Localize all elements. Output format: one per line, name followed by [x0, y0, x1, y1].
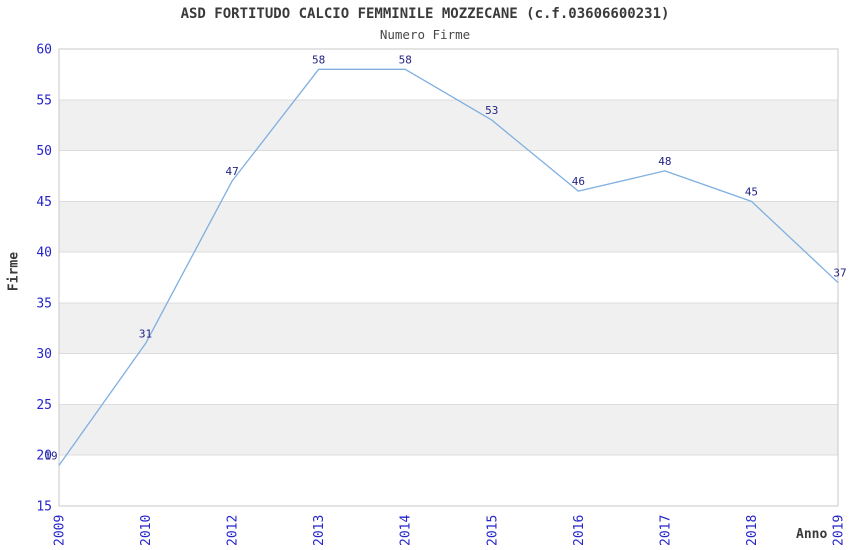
- data-label: 19: [44, 449, 57, 462]
- x-tick-label: 2017: [658, 515, 673, 546]
- data-label: 31: [139, 328, 152, 341]
- data-label: 37: [833, 267, 846, 280]
- chart-line: [58, 68, 839, 466]
- data-label: 58: [399, 53, 412, 66]
- y-axis-title: Firme: [6, 251, 22, 292]
- x-tick-label: 2013: [312, 515, 327, 546]
- y-tick-label: 30: [36, 347, 52, 362]
- plot-border: [58, 48, 839, 507]
- y-tick-label: 15: [36, 500, 52, 515]
- x-tick-label: 2009: [53, 515, 68, 546]
- y-tick-label: 60: [36, 43, 52, 58]
- data-label: 48: [658, 155, 671, 168]
- y-tick-label: 20: [36, 449, 52, 464]
- grid-band: [59, 302, 838, 354]
- y-tick-label: 25: [36, 398, 52, 413]
- data-label: 46: [572, 175, 585, 188]
- x-tick-label: 2018: [745, 515, 760, 546]
- data-label: 45: [745, 185, 758, 198]
- x-tick-label: 2015: [485, 515, 500, 546]
- data-label: 47: [225, 165, 238, 178]
- y-tick-label: 50: [36, 144, 52, 159]
- y-tick-label: 40: [36, 246, 52, 261]
- grid-band: [59, 201, 838, 253]
- x-tick-label: 2019: [832, 515, 847, 546]
- data-label: 58: [312, 53, 325, 66]
- y-tick-label: 35: [36, 296, 52, 311]
- grid-band: [59, 99, 838, 151]
- x-tick-label: 2014: [399, 515, 414, 546]
- grid-band: [59, 404, 838, 456]
- y-tick-label: 55: [36, 93, 52, 108]
- data-label: 53: [485, 104, 498, 117]
- chart-title: ASD FORTITUDO CALCIO FEMMINILE MOZZECANE…: [180, 6, 670, 22]
- y-tick-label: 45: [36, 195, 52, 210]
- x-tick-label: 2012: [226, 515, 241, 546]
- x-axis-title: Anno: [796, 527, 828, 542]
- x-tick-label: 2010: [139, 515, 154, 546]
- x-tick-label: 2016: [572, 515, 587, 546]
- chart-subtitle: Numero Firme: [379, 27, 471, 42]
